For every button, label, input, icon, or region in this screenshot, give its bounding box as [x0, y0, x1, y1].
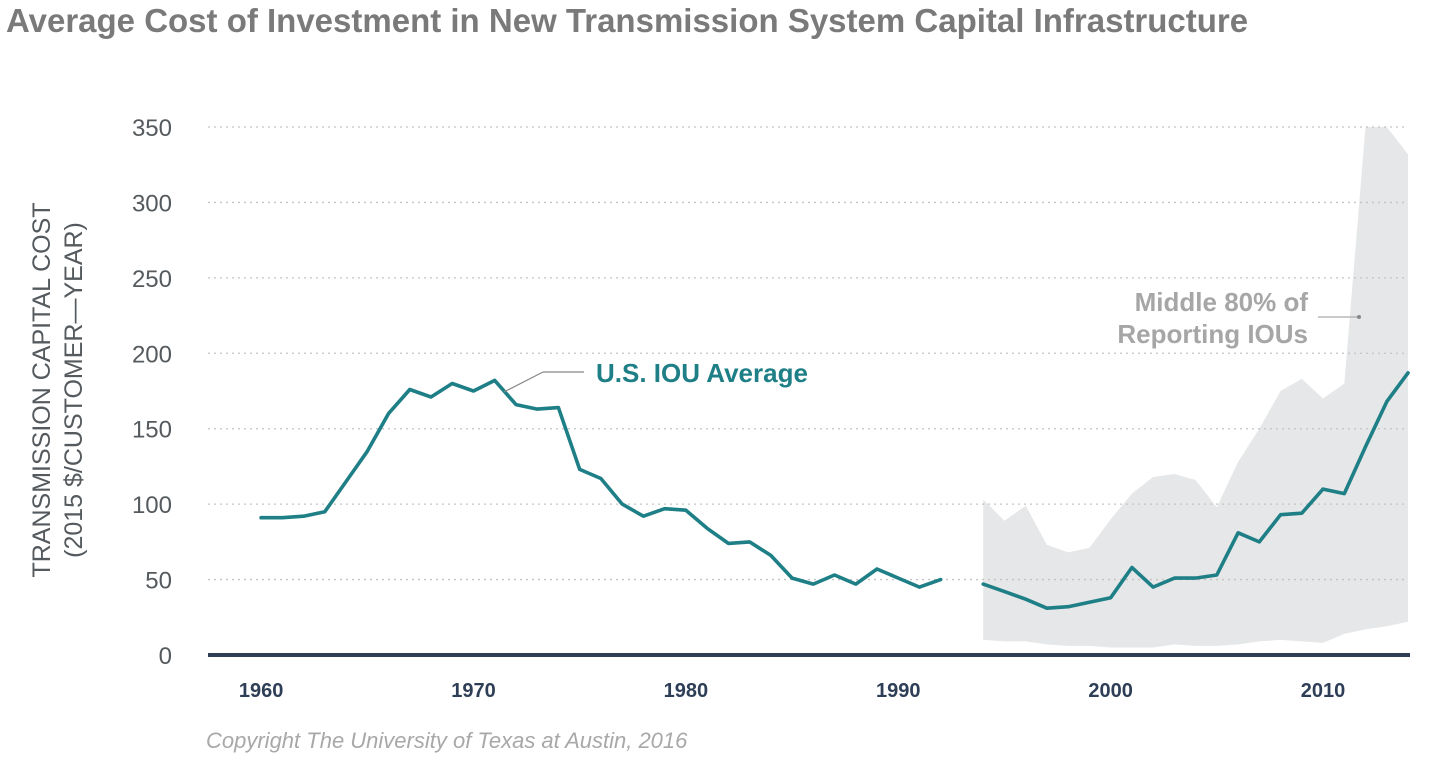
data-point-1961	[281, 516, 284, 519]
data-point-2004	[1194, 576, 1197, 580]
data-point-1975	[578, 468, 581, 471]
avg-label-leader	[503, 371, 544, 393]
data-point-1971	[493, 379, 496, 382]
x-tick-1960: 1960	[239, 680, 284, 702]
data-point-1976	[599, 477, 603, 480]
y-tick-350: 350	[132, 115, 172, 142]
data-point-2010	[1321, 487, 1325, 491]
data-point-2003	[1173, 576, 1176, 580]
data-point-1991	[918, 585, 921, 589]
data-point-1981	[705, 527, 709, 530]
x-tick-1980: 1980	[664, 680, 709, 702]
y-tick-200: 200	[132, 341, 172, 368]
data-point-2001	[1130, 566, 1134, 569]
data-point-2011	[1343, 492, 1346, 495]
data-point-1963	[323, 510, 326, 513]
data-point-1964	[344, 480, 348, 483]
line-layer	[259, 371, 1410, 610]
data-point-1962	[302, 515, 305, 518]
data-point-2009	[1300, 512, 1304, 515]
data-point-1965	[366, 450, 369, 453]
data-point-1986	[812, 582, 815, 586]
chart-title: Average Cost of Investment in New Transm…	[6, 2, 1249, 39]
y-tick-150: 150	[132, 417, 172, 444]
data-point-1982	[727, 542, 730, 545]
data-point-2002	[1151, 585, 1155, 589]
data-point-1983	[748, 540, 751, 544]
data-point-2007	[1258, 540, 1261, 544]
x-tick-2000: 2000	[1088, 680, 1133, 702]
x-tick-2010: 2010	[1301, 680, 1346, 702]
avg-series-label: U.S. IOU Average	[596, 358, 808, 388]
data-point-1984	[769, 554, 772, 557]
data-point-2008	[1279, 513, 1282, 516]
data-point-1985	[790, 576, 794, 580]
y-axis-label-line2: (2015 $/CUSTOMER—YEAR)	[60, 222, 88, 558]
data-point-1995	[1003, 590, 1006, 593]
copyright-note: Copyright The University of Texas at Aus…	[206, 728, 688, 753]
data-point-1974	[557, 406, 560, 409]
data-point-1992	[939, 578, 942, 581]
y-tick-50: 50	[145, 568, 172, 595]
y-tick-0: 0	[159, 643, 172, 670]
grid-layer	[208, 126, 1408, 581]
data-point-1988	[854, 582, 857, 586]
data-point-2000	[1109, 596, 1112, 599]
x-tick-1970: 1970	[451, 680, 496, 702]
data-point-2006	[1236, 531, 1240, 534]
band-layer	[983, 127, 1408, 648]
data-point-1977	[621, 502, 624, 506]
data-point-1970	[472, 389, 475, 393]
data-point-1999	[1088, 601, 1091, 604]
data-point-1980	[684, 509, 688, 512]
data-point-1960	[259, 516, 263, 519]
x-tick-1990: 1990	[876, 680, 921, 702]
data-point-1969	[451, 382, 454, 385]
data-point-1966	[387, 412, 390, 415]
y-tick-100: 100	[132, 492, 172, 519]
band-area	[983, 127, 1408, 648]
band-series-label-line2: Reporting IOUs	[1117, 319, 1308, 349]
data-point-1968	[429, 395, 433, 399]
data-point-1979	[663, 507, 666, 510]
data-point-2014	[1406, 371, 1410, 375]
y-axis-label-line1: TRANSMISSION CAPITAL COST	[28, 202, 56, 577]
data-point-1987	[833, 573, 836, 577]
y-tick-250: 250	[132, 266, 172, 293]
data-point-1990	[897, 576, 900, 580]
avg-series-line-1	[259, 378, 943, 589]
data-point-2005	[1215, 573, 1219, 577]
data-point-2013	[1385, 400, 1389, 403]
band-label-leader-dot	[1357, 315, 1361, 319]
data-point-1998	[1067, 605, 1070, 608]
data-point-1997	[1045, 607, 1049, 610]
band-series-label-line1: Middle 80% of	[1135, 287, 1309, 317]
data-point-1989	[875, 567, 879, 571]
y-tick-300: 300	[132, 190, 172, 217]
data-point-1994	[982, 582, 985, 586]
data-point-1973	[536, 407, 539, 411]
data-point-1978	[642, 515, 645, 518]
axis-layer: 0 50 100 150 200 250 300 350 1960 1970 1980 1990 200…	[132, 115, 1410, 702]
data-point-1972	[514, 403, 518, 406]
data-point-2012	[1364, 445, 1367, 448]
data-point-1967	[408, 388, 411, 391]
data-point-1996	[1024, 598, 1027, 601]
